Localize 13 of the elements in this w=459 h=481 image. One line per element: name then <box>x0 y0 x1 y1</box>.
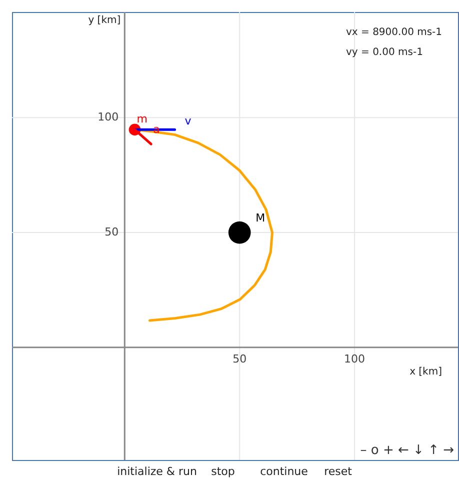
x-axis-title: x [km] <box>410 366 442 378</box>
text: reset <box>324 465 353 478</box>
annotation: – o + ← ↓ ↑ → <box>360 443 454 458</box>
text: continue <box>260 465 308 478</box>
y-axis-title: y [km] <box>88 15 121 26</box>
annotation: vy = 0.00 ms-1 <box>346 47 423 58</box>
series-label: a <box>153 123 160 136</box>
series-label: m <box>136 112 148 126</box>
series-label: v <box>184 114 192 128</box>
text: stop <box>211 465 235 478</box>
text: initialize & run <box>117 465 197 478</box>
series-label: M <box>256 212 266 225</box>
annotation: vx = 8900.00 ms-1 <box>346 27 442 38</box>
